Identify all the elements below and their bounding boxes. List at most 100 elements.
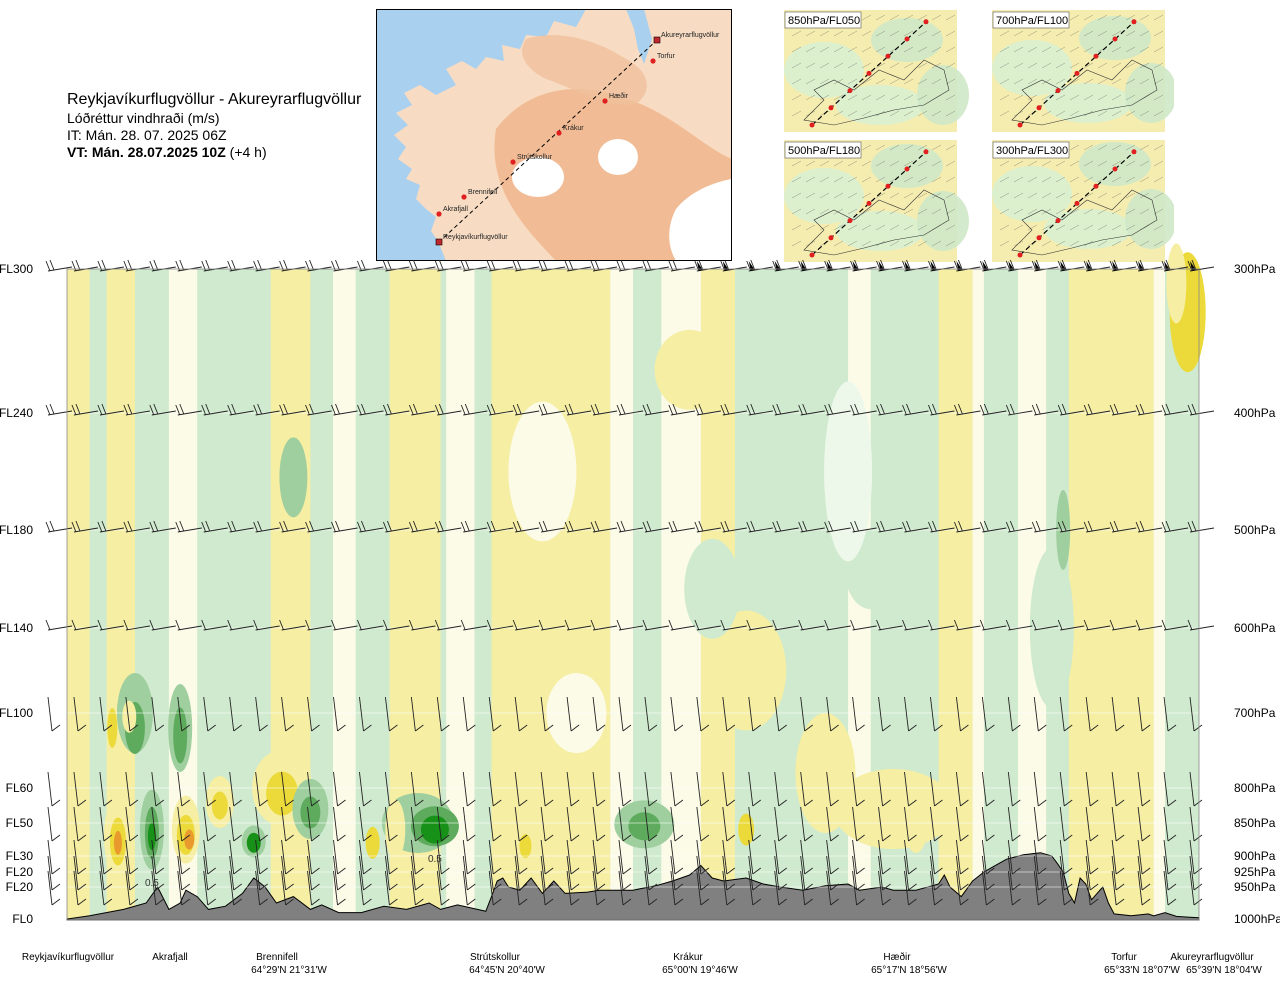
wind-barb-feather [538,619,544,631]
wind-barb-staff [255,527,280,533]
wind-barb-staff [1059,870,1065,906]
wind-barb-feather [934,898,943,906]
vertical-velocity-band [106,269,135,920]
wind-barb [748,855,762,891]
wind-barb [488,806,502,842]
wind-barb-feather [570,883,580,891]
level-map-barb [847,62,858,69]
wind-barb-staff [1189,696,1195,732]
wind-barb [123,259,150,272]
wind-barb-feather [153,259,159,271]
level-map-barb [1111,192,1122,199]
wind-barb-feather [49,259,55,271]
wind-barb-feather [227,404,233,416]
wind-barb-feather [1031,404,1037,416]
level-map-0: 850hPa/FL050 [784,10,969,132]
level-map-barb [875,94,886,101]
wind-barb-feather [283,259,289,271]
level-map-barb [861,30,872,37]
wind-barb-feather [285,883,294,891]
wind-barb [981,806,995,842]
station-coordinate: 64°45'N 20°40'W [469,965,545,976]
wind-barb [97,259,124,272]
wind-barb-feather [824,619,830,631]
wind-barb-feather [1083,404,1089,416]
wind-barb-feather [1031,521,1037,533]
level-map-coastline [1011,189,1158,256]
wind-barb [930,771,943,807]
level-map-barb [1055,240,1066,247]
level-map-barb [1097,78,1108,85]
wind-barb [434,403,462,416]
wind-barb-staff [47,870,53,906]
wind-barb [436,696,450,732]
level-map-barb [1125,14,1136,21]
wind-barb-staff [592,527,618,533]
vertical-velocity-cell [279,437,308,518]
wind-barb [696,696,710,732]
level-map-barb [945,62,956,69]
wind-barb-staff [1137,870,1143,906]
wind-barb [436,839,450,875]
wind-barb-staff [307,696,312,732]
wind-barb-feather [464,520,470,532]
vertical-velocity-cell [122,700,137,733]
wind-barb-staff [696,410,721,416]
wind-barb-feather [616,619,622,631]
wind-barb-feather [441,799,450,807]
wind-barb-staff [1059,771,1065,807]
wind-barb-feather [1109,521,1115,533]
level-map-waypoint [923,19,929,25]
wind-barb-staff [566,870,572,906]
wind-barb-feather [1035,403,1041,415]
level-map-barb [875,208,886,215]
pressure-level-label: 950hPa [1234,880,1276,894]
wind-barb-feather [75,520,81,532]
wind-barb-feather [127,259,133,271]
wind-barb [151,806,165,842]
wind-barb-staff [774,625,799,631]
wind-barb [1187,259,1215,272]
wind-barb [229,806,242,842]
wind-barb-feather [726,867,736,875]
wind-barb-feather [357,521,362,533]
wind-barb-staff [800,870,806,906]
wind-barb-feather [518,834,528,842]
wind-barb-staff [333,410,358,416]
wind-barb-feather [850,404,856,416]
flight-level-label: FL20 [6,880,34,894]
wind-barb-staff [437,410,462,416]
wind-barb-staff [1137,839,1143,875]
wind-barb-staff [514,839,520,875]
level-map-barb [1153,46,1164,53]
wind-barb-feather [516,520,522,532]
wind-barb-feather [854,403,860,415]
wind-barb [904,839,917,875]
wind-barb-feather [674,867,684,875]
level-map-barb [1139,14,1150,21]
level-map-barb [1083,14,1094,21]
wind-barb-staff [1033,696,1039,732]
level-map-waypoint [1093,183,1099,189]
wind-barb-staff [177,696,183,732]
waypoint-marker [510,159,516,165]
wind-barb-staff [411,625,436,631]
flight-level-label: FL20 [6,865,34,879]
wind-barb-feather [516,259,522,271]
wind-barb-feather [492,867,502,875]
wind-barb [668,259,695,272]
wind-barb [488,870,502,906]
wind-barb [460,403,488,416]
wind-barb-staff [852,696,858,732]
wind-barb-staff [255,870,261,906]
wind-barb-staff [1189,771,1195,807]
wind-barb [930,839,943,875]
wind-barb [255,855,268,891]
wind-barb-feather [1115,834,1125,842]
wind-barb-staff [514,771,520,807]
wind-barb [1085,839,1099,875]
wind-barb [71,403,99,416]
wind-barb-staff [618,625,644,631]
wind-barb [1059,870,1073,906]
level-map-barb [791,208,802,215]
